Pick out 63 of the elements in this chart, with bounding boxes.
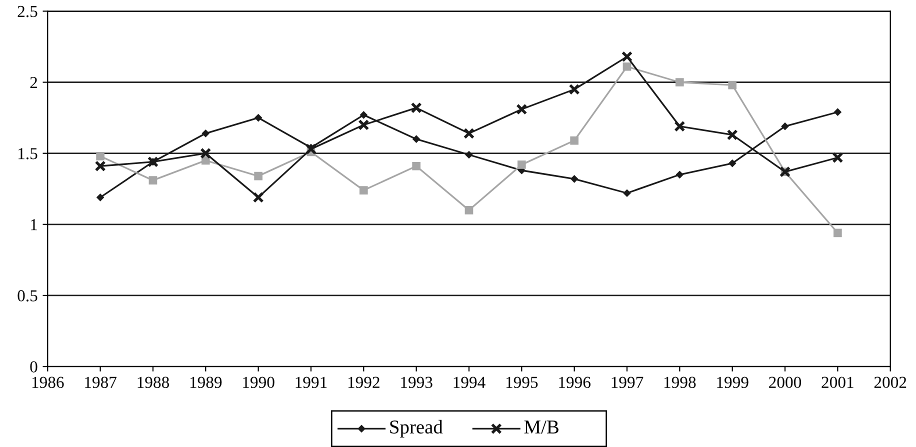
point (726, 129, 738, 140)
point (728, 80, 737, 90)
x-tick-label: 1998 (664, 376, 696, 388)
point (202, 130, 210, 138)
x-tick-label: 2002 (874, 376, 906, 388)
point (516, 104, 528, 115)
point (622, 62, 632, 71)
y-tick-label: 0 (30, 361, 38, 372)
point (412, 162, 420, 170)
x-tick-label: 1992 (348, 376, 380, 388)
x-tick-label: 2000 (769, 376, 802, 388)
point (570, 175, 578, 183)
point (200, 148, 212, 159)
point (254, 172, 262, 180)
point (305, 144, 317, 155)
x-tick-label: 1988 (138, 376, 170, 388)
point (728, 160, 736, 167)
point (412, 135, 420, 143)
point (148, 176, 158, 184)
point (96, 152, 104, 160)
y-tick-label: 2.5 (18, 6, 38, 18)
point (464, 206, 474, 214)
x-tick-label: 1989 (190, 376, 222, 388)
point (94, 160, 106, 172)
x-tick-label: 1990 (243, 376, 274, 388)
point (463, 128, 475, 139)
x-tick-label: 1999 (717, 376, 748, 388)
point (410, 102, 422, 114)
point (252, 192, 264, 203)
point (254, 114, 262, 122)
point (568, 84, 580, 95)
point (832, 152, 844, 164)
point (358, 119, 370, 130)
point (674, 120, 686, 132)
point (621, 51, 633, 62)
point (570, 136, 578, 145)
x-tick-label: 1994 (454, 376, 486, 388)
x-tick-label: 1993 (401, 376, 432, 388)
point (834, 108, 842, 116)
point (96, 194, 104, 202)
y-tick-label: 1 (31, 219, 37, 230)
x-tick-label: 1996 (559, 376, 590, 388)
point (623, 189, 631, 197)
x-tick-label: 1987 (85, 376, 116, 388)
y-tick-label: 1.5 (18, 148, 38, 160)
legend-label: Spread (390, 420, 443, 438)
x-tick-label: 1991 (296, 376, 327, 388)
y-tick-label: 0.5 (18, 290, 38, 302)
point (517, 160, 526, 169)
point (359, 186, 368, 194)
point (676, 171, 684, 178)
point (465, 151, 473, 158)
point (834, 228, 842, 238)
y-tick-label: 2 (30, 76, 37, 88)
point (360, 111, 368, 119)
x-tick-label: 1997 (612, 376, 644, 388)
legend-label: M/B (524, 420, 558, 434)
point (781, 122, 789, 130)
point (201, 156, 210, 165)
x-tick-label: 1995 (506, 376, 538, 388)
point (676, 78, 684, 86)
x-tick-label: 2001 (822, 376, 854, 388)
x-tick-label: 1986 (32, 376, 64, 388)
